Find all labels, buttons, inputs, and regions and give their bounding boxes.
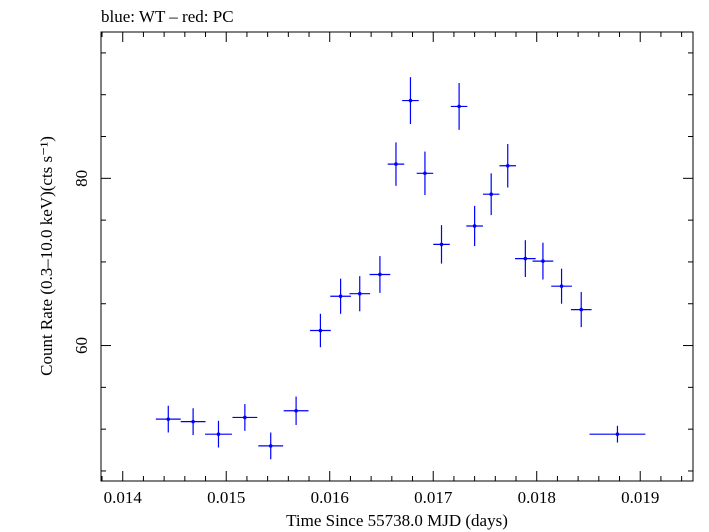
chart-title: blue: WT – red: PC <box>101 7 234 26</box>
data-marker <box>457 104 461 109</box>
data-marker <box>408 98 413 103</box>
data-marker <box>357 291 362 296</box>
data-marker <box>505 163 510 168</box>
y-tick-labels: 60 80 <box>72 170 91 354</box>
data-point <box>258 432 284 460</box>
data-marker <box>338 294 343 299</box>
data-point <box>155 405 181 433</box>
data-marker <box>559 284 564 288</box>
data-marker <box>318 328 323 333</box>
data-point <box>551 268 572 304</box>
data-marker <box>423 171 427 176</box>
data-marker <box>378 272 382 277</box>
x-tick-label: 0.018 <box>518 488 556 507</box>
data-point <box>232 404 258 431</box>
data-marker <box>489 192 493 197</box>
data-point <box>433 225 450 264</box>
data-marker <box>268 444 273 448</box>
x-tick-label: 0.017 <box>414 488 453 507</box>
x-axis-label: Time Since 55738.0 MJD (days) <box>286 511 508 530</box>
data-marker <box>166 417 171 421</box>
data-point <box>402 77 419 124</box>
data-point <box>330 278 351 314</box>
data-point <box>416 151 434 196</box>
data-points <box>155 77 646 460</box>
x-tick-label: 0.016 <box>311 488 349 507</box>
x-tick-label: 0.014 <box>104 488 143 507</box>
y-axis-label: Count Rate (0.3–10.0 keV)(cts s⁻¹) <box>37 136 56 376</box>
data-marker <box>243 415 247 420</box>
data-marker <box>472 224 477 228</box>
data-point <box>180 408 206 436</box>
x-tick-labels: 0.014 0.015 0.016 0.017 0.018 0.019 <box>104 488 660 507</box>
data-point <box>570 292 592 328</box>
data-point <box>349 276 371 312</box>
data-marker <box>579 307 584 312</box>
data-marker <box>541 259 545 263</box>
data-point <box>205 420 232 448</box>
y-tick-label: 80 <box>72 170 91 187</box>
data-point <box>466 205 483 247</box>
data-point <box>387 142 405 186</box>
axis-ticks <box>101 32 693 481</box>
plot-frame <box>100 31 694 482</box>
data-marker <box>439 242 444 247</box>
data-marker <box>615 432 620 436</box>
data-point <box>514 240 536 277</box>
data-point <box>532 242 554 280</box>
data-point <box>499 144 517 188</box>
data-marker <box>191 419 195 424</box>
data-marker <box>294 408 298 413</box>
data-marker <box>216 432 221 436</box>
data-point <box>310 313 331 348</box>
data-marker <box>394 162 398 166</box>
y-tick-label: 60 <box>72 337 91 354</box>
data-point <box>283 396 309 425</box>
data-marker <box>523 256 528 261</box>
data-point <box>450 83 468 130</box>
x-tick-label: 0.015 <box>207 488 245 507</box>
data-point <box>589 425 646 443</box>
data-point <box>369 256 391 293</box>
x-tick-label: 0.019 <box>621 488 659 507</box>
data-point <box>482 173 500 216</box>
